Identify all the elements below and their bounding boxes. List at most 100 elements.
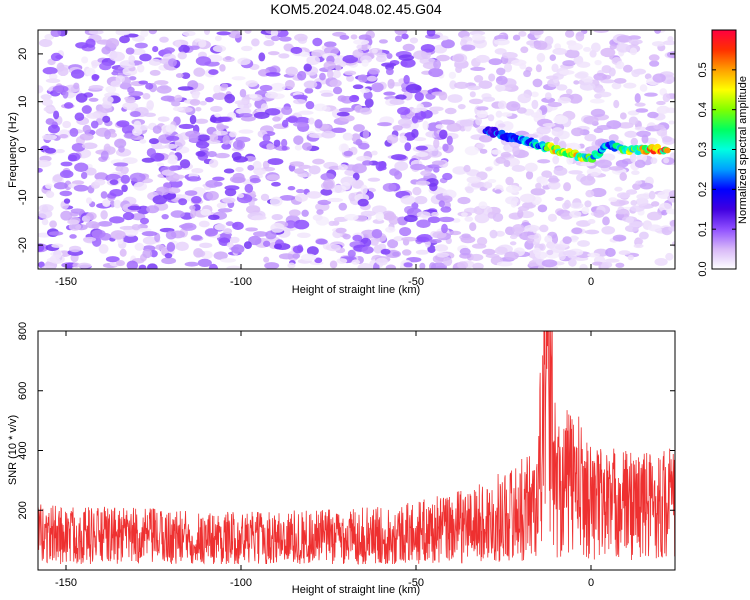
snr-x-axis-label: Height of straight line (km) [292,584,420,596]
heatmap-cell [244,30,252,34]
heatmap-cell [438,200,445,208]
heatmap-cell [130,48,146,55]
heatmap-cell [102,200,111,208]
heatmap-cell [551,63,559,73]
spectrogram-y-axis-label: Frequency (Hz) [7,112,19,188]
heatmap-cell [412,186,422,196]
heatmap-cell [618,200,630,206]
heatmap-cell [320,188,333,196]
heatmap-cell [661,209,668,216]
heatmap-cell [618,122,634,129]
heatmap-cell [41,218,49,226]
heatmap-cell [149,250,158,258]
heatmap-cell [584,133,597,142]
heatmap-cell [464,186,473,192]
heatmap-cell [479,148,488,154]
heatmap-cell [611,82,622,90]
heatmap-cell [529,30,544,36]
heatmap-cell [663,157,670,164]
heatmap-cell [166,96,177,103]
heatmap-cell [581,206,590,215]
heatmap-cell [292,245,304,254]
heatmap-cell [383,91,396,96]
heatmap-cell [385,264,397,269]
heatmap-cell [88,30,104,35]
heatmap-cell [650,201,660,207]
heatmap-cell [524,162,538,173]
heatmap-cell [411,107,421,114]
heatmap-cell [420,170,432,177]
heatmap-cell [433,138,440,149]
heatmap-cell [297,70,307,81]
heatmap-cell [152,125,162,134]
heatmap-cell [394,35,403,43]
heatmap-cell [596,159,612,169]
heatmap-cell [346,75,355,82]
heatmap-cell [278,253,295,260]
heatmap-cell [598,91,612,98]
heatmap-cell [231,244,245,254]
heatmap-cell [251,215,267,221]
heatmap-cell [53,110,60,120]
heatmap-cell [648,54,660,62]
heatmap-cell [420,44,436,53]
heatmap-cell [110,80,121,88]
heatmap-cell [214,35,222,42]
heatmap-cell [635,180,643,185]
heatmap-cell [395,94,407,100]
snr-x-tick-label: -50 [408,577,424,589]
heatmap-cell [436,54,450,62]
heatmap-cell [208,159,219,168]
heatmap-cell [225,221,234,227]
heatmap-cell [329,79,342,87]
heatmap-cell [306,55,321,66]
heatmap-cell [440,35,449,41]
heatmap-cell [328,220,336,226]
heatmap-cell [627,110,640,116]
heatmap-cell [85,38,96,48]
heatmap-cell [105,85,117,93]
heatmap-cell [52,85,69,93]
heatmap-cell [537,159,551,164]
heatmap-cell [214,152,230,159]
heatmap-cell [191,195,202,204]
heatmap-cell [243,241,252,249]
heatmap-cell [618,250,631,256]
heatmap-cell [216,202,227,209]
heatmap-cell [431,211,439,217]
heatmap-cell [88,85,104,90]
heatmap-cell [38,243,45,252]
heatmap-cell [587,252,600,258]
heatmap-cell [50,30,62,38]
heatmap-cell [88,97,99,102]
heatmap-cell [100,150,109,161]
heatmap-cell [184,261,199,267]
heatmap-cell [367,75,378,82]
heatmap-cell [357,74,369,83]
snr-y-tick-label: 600 [17,382,29,400]
heatmap-cell [628,116,639,125]
heatmap-cell [118,139,125,144]
heatmap-cell [439,119,455,125]
heatmap-cell [228,30,243,39]
heatmap-cell [262,160,270,169]
heatmap-cell [511,164,526,172]
heatmap-cell [180,222,197,231]
heatmap-cell [556,84,568,91]
heatmap-cell [564,49,580,59]
heatmap-cell [315,238,328,245]
heatmap-cell [212,92,227,101]
heatmap-cell [639,231,649,240]
heatmap-cell [394,170,403,180]
heatmap-cell [312,37,323,47]
heatmap-cell [630,200,638,206]
heatmap-cell [57,66,69,77]
heatmap-cell [461,233,471,239]
heatmap-cell [81,105,92,114]
heatmap-cell [75,93,88,103]
heatmap-cell [435,124,444,129]
heatmap-cell [111,71,119,76]
heatmap-cell [542,122,556,128]
heatmap-cell [63,198,71,204]
heatmap-cell [415,180,431,186]
